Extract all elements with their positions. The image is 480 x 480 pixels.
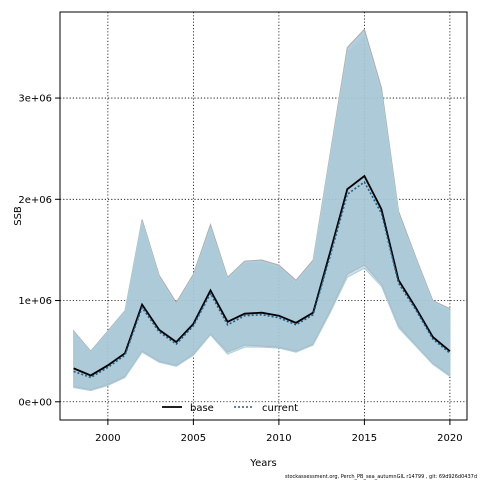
y-tick-label: 2e+06 — [18, 195, 52, 206]
legend-base-label: base — [190, 403, 214, 414]
x-tick-label: 2020 — [437, 433, 462, 444]
x-tick-label: 2015 — [352, 433, 377, 444]
series-line-current — [73, 180, 451, 379]
confidence-bands — [73, 28, 451, 392]
legend-current-label: current — [262, 403, 298, 414]
y-tick-label: 0e+00 — [18, 397, 52, 408]
y-tick-label: 1e+06 — [18, 296, 52, 307]
x-tick-label: 2000 — [95, 433, 120, 444]
y-axis-title: SSB — [13, 206, 24, 226]
series-lines — [73, 174, 451, 379]
x-tick-label: 2010 — [266, 433, 291, 444]
y-tick-label: 3e+06 — [18, 94, 52, 105]
footnote: stockassessment.org, Perch_PB_sea_autumn… — [285, 474, 477, 480]
plot-frame — [59, 11, 468, 421]
ci-band-current — [73, 34, 451, 392]
x-axis-title: Years — [249, 458, 276, 469]
series-line-base — [73, 174, 451, 377]
x-tick-label: 2005 — [181, 433, 206, 444]
axes: 2000 2005 2010 2015 2020 0e+00 1e+06 2e+06 3e+06 — [18, 94, 462, 444]
legend: base current — [162, 403, 298, 414]
